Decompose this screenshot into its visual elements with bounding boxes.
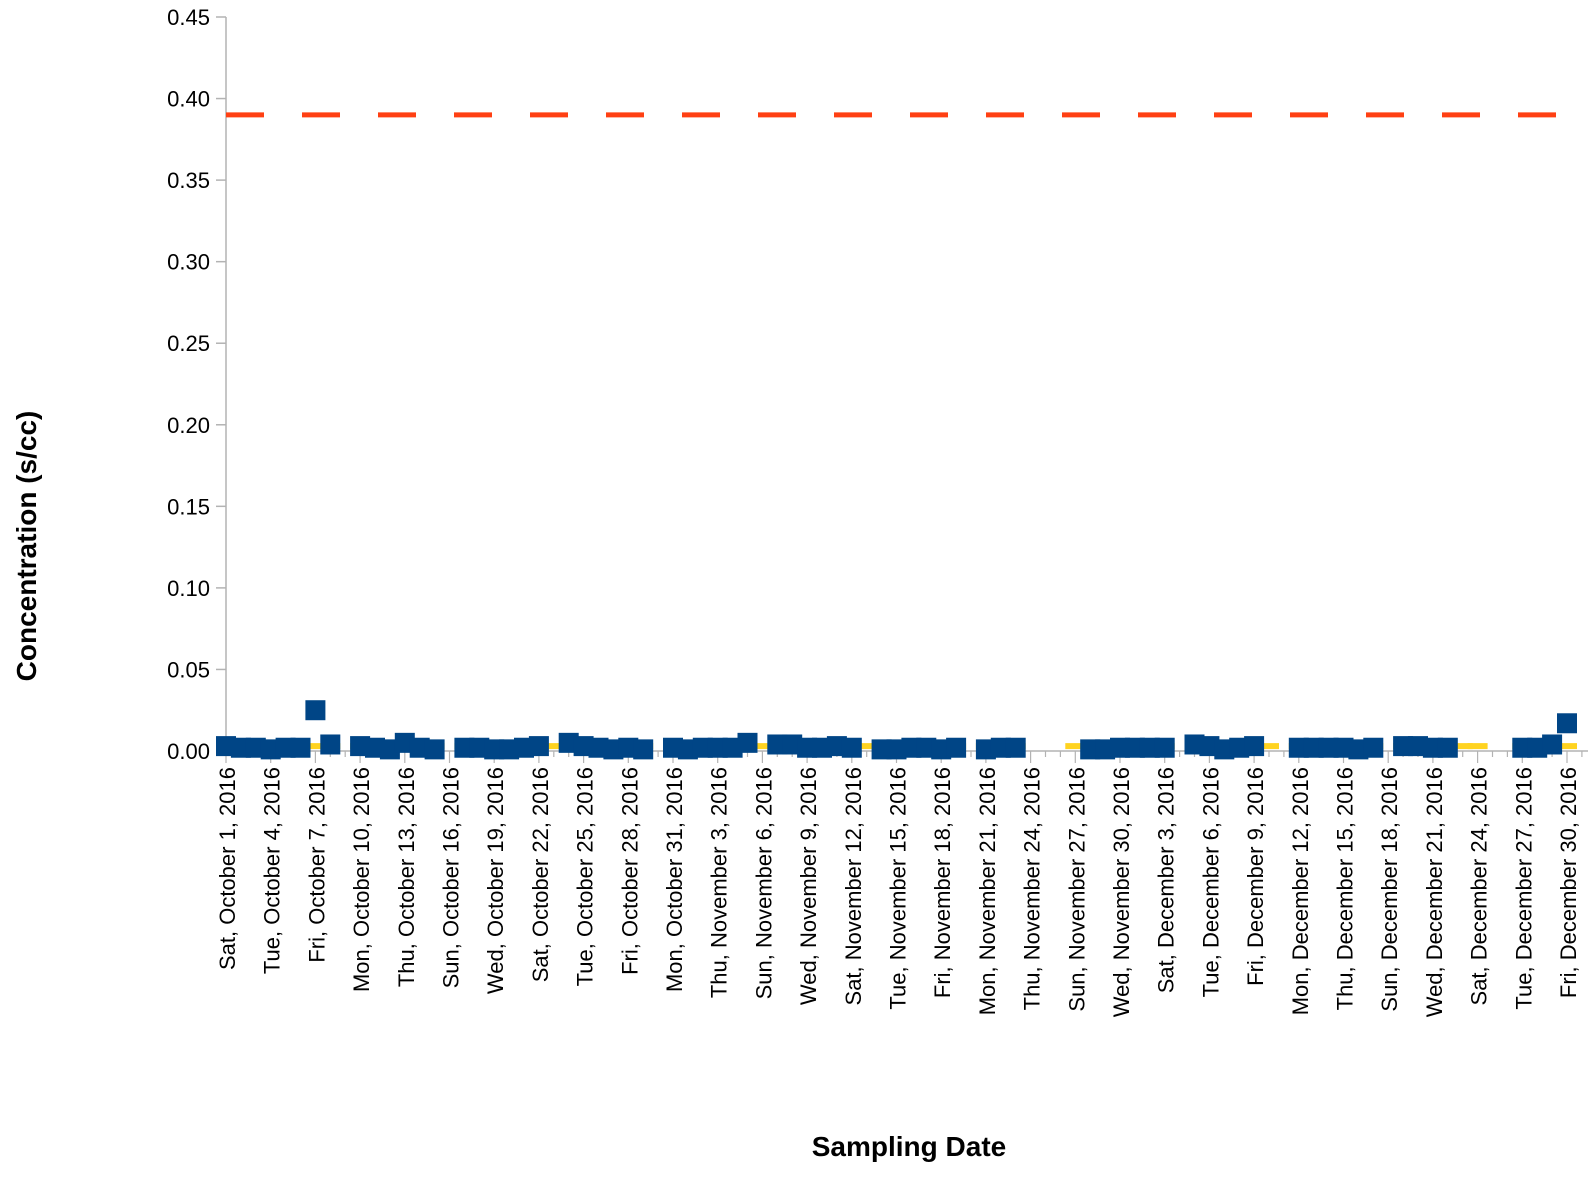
x-tick-label: Mon, October 10, 2016 xyxy=(349,767,374,992)
x-tick-label: Thu, October 13, 2016 xyxy=(394,767,419,987)
x-tick-label: Mon, October 31, 2016 xyxy=(662,767,687,992)
x-tick-label: Wed, October 19, 2016 xyxy=(483,767,508,994)
data-point-dash xyxy=(1467,743,1488,750)
y-tick-label: 0.25 xyxy=(167,331,210,356)
data-point-dash xyxy=(1259,743,1279,750)
data-point-dash xyxy=(305,743,326,750)
data-point-dash xyxy=(1065,743,1086,750)
data-point-square xyxy=(290,737,311,758)
x-tick-label: Sat, November 12, 2016 xyxy=(841,767,866,1005)
x-tick-label: Sun, November 27, 2016 xyxy=(1064,767,1089,1012)
data-point-dash xyxy=(752,743,773,750)
data-point-dash xyxy=(1452,743,1473,750)
x-tick-label: Fri, December 9, 2016 xyxy=(1243,767,1268,986)
x-tick-label: Thu, November 24, 2016 xyxy=(1020,767,1045,1010)
y-tick-label: 0.35 xyxy=(167,168,210,193)
data-point-square xyxy=(1154,737,1175,758)
data-point-square xyxy=(633,739,654,760)
y-axis-title: Concentration (s/cc) xyxy=(11,411,42,682)
data-point-dash xyxy=(543,743,564,750)
data-point-square xyxy=(528,736,549,757)
data-point-square xyxy=(1437,737,1458,758)
data-point-square xyxy=(1244,736,1265,757)
y-tick-label: 0.30 xyxy=(167,250,210,275)
x-tick-label: Tue, October 4, 2016 xyxy=(260,767,285,974)
x-tick-label: Thu, December 15, 2016 xyxy=(1333,767,1358,1010)
x-tick-label: Sat, October 1, 2016 xyxy=(215,767,240,970)
x-tick-label: Sun, October 16, 2016 xyxy=(439,767,464,988)
x-tick-label: Sat, December 3, 2016 xyxy=(1154,767,1179,993)
x-tick-label: Sat, December 24, 2016 xyxy=(1467,767,1492,1005)
data-point-square xyxy=(737,732,758,753)
data-point-dash xyxy=(856,743,877,750)
data-point-square xyxy=(424,739,445,760)
x-axis-ticks: Sat, October 1, 2016 Tue, October 4, 2016… xyxy=(215,751,1583,1017)
data-point-square xyxy=(841,737,862,758)
y-tick-label: 0.05 xyxy=(167,657,210,682)
x-tick-label: Sun, December 18, 2016 xyxy=(1377,767,1402,1012)
series-layer xyxy=(216,700,1577,760)
x-axis-title: Sampling Date xyxy=(812,1131,1006,1162)
x-tick-label: Mon, November 21, 2016 xyxy=(975,767,1000,1015)
y-tick-label: 0.10 xyxy=(167,576,210,601)
x-tick-label: Mon, December 12, 2016 xyxy=(1288,767,1313,1015)
data-point-square xyxy=(1363,737,1384,758)
data-point-square xyxy=(320,734,341,755)
x-tick-label: Tue, December 27, 2016 xyxy=(1511,767,1536,1010)
x-tick-label: Fri, November 18, 2016 xyxy=(930,767,955,998)
data-point-square xyxy=(305,700,326,721)
y-tick-label: 0.45 xyxy=(167,5,210,30)
x-tick-label: Fri, October 7, 2016 xyxy=(304,767,329,963)
y-tick-label: 0.20 xyxy=(167,413,210,438)
y-tick-label: 0.40 xyxy=(167,87,210,112)
x-tick-label: Thu, November 3, 2016 xyxy=(707,767,732,998)
x-tick-label: Tue, November 15, 2016 xyxy=(886,767,911,1010)
data-point-square xyxy=(1005,737,1026,758)
x-tick-label: Tue, October 25, 2016 xyxy=(573,767,598,986)
x-tick-label: Fri, December 30, 2016 xyxy=(1556,767,1581,998)
y-tick-label: 0.00 xyxy=(167,739,210,764)
data-point-square xyxy=(1557,713,1577,734)
data-point-square xyxy=(1542,734,1563,755)
data-point-square xyxy=(946,737,967,758)
axes xyxy=(225,17,1588,752)
x-tick-label: Sat, October 22, 2016 xyxy=(528,767,553,982)
y-axis-ticks: 0.00 0.05 0.10 0.15 0.20 0.25 0.30 0.35 0.40 0.45 xyxy=(167,5,226,764)
x-tick-label: Wed, November 30, 2016 xyxy=(1109,767,1134,1017)
y-tick-label: 0.15 xyxy=(167,494,210,519)
x-tick-label: Tue, December 6, 2016 xyxy=(1198,767,1223,997)
x-tick-label: Wed, December 21, 2016 xyxy=(1422,767,1447,1017)
x-tick-label: Fri, October 28, 2016 xyxy=(617,767,642,975)
data-point-dash xyxy=(1557,743,1577,750)
x-tick-label: Sun, November 6, 2016 xyxy=(751,767,776,999)
x-tick-label: Wed, November 9, 2016 xyxy=(796,767,821,1005)
